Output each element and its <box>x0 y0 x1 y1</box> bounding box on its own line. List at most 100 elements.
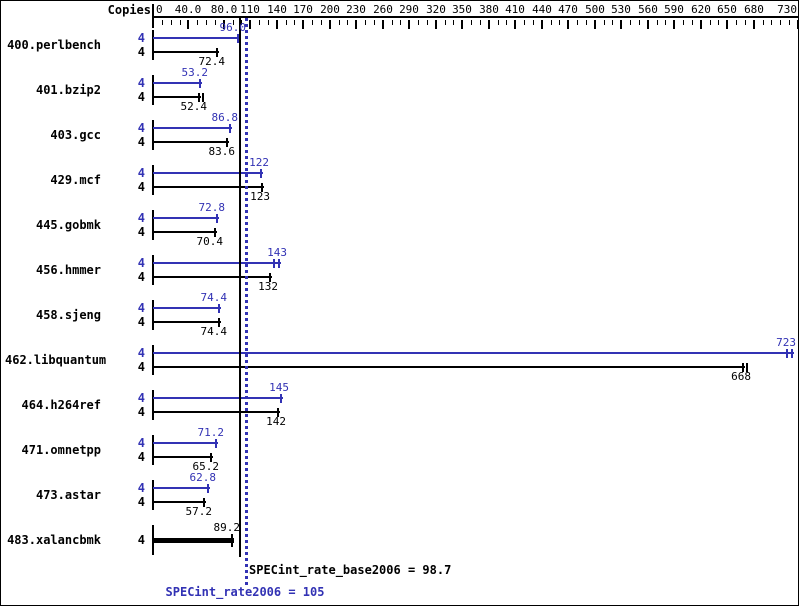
peak-mean-label: SPECint_rate2006 = 105 <box>165 585 325 599</box>
axis-major-tick <box>223 20 225 29</box>
axis-minor-tick <box>718 20 719 25</box>
axis-major-tick <box>541 20 543 29</box>
base-bar <box>153 538 234 543</box>
base-bar-end-cap <box>210 453 212 462</box>
base-bar <box>153 186 264 188</box>
axis-minor-tick <box>392 20 393 25</box>
axis-tick-label: 0 <box>156 3 163 16</box>
peak-bar-end-cap <box>199 79 201 88</box>
axis-tick-label: 620 <box>691 3 711 16</box>
base-bar <box>153 276 272 278</box>
peak-bar-end-cap <box>216 214 218 223</box>
base-bar-median-tick <box>746 363 748 372</box>
axis-major-tick <box>187 20 189 29</box>
axis-tick-label: 170 <box>293 3 313 16</box>
benchmark-label: 458.sjeng <box>35 308 101 322</box>
peak-bar <box>153 172 263 174</box>
axis-minor-tick <box>233 20 234 25</box>
axis-minor-tick <box>524 20 525 25</box>
axis-tick-label: 650 <box>717 3 737 16</box>
axis-major-tick <box>647 20 649 29</box>
peak-value-label: 71.2 <box>197 426 225 439</box>
benchmark-label: 473.astar <box>35 488 101 502</box>
benchmark-label: 483.xalancbmk <box>7 533 101 547</box>
benchmark-label: 429.mcf <box>50 173 101 187</box>
base-bar <box>153 456 213 458</box>
axis-minor-tick <box>206 20 207 25</box>
base-bar-end-cap <box>269 273 271 282</box>
peak-value-label: 723 <box>776 336 796 349</box>
row-axis-cap <box>152 210 154 240</box>
benchmark-label: 456.hmmer <box>35 263 101 277</box>
axis-minor-tick <box>339 20 340 25</box>
axis-minor-tick <box>745 20 746 25</box>
axis-minor-tick <box>445 20 446 25</box>
copies-value: 4 <box>137 76 145 90</box>
axis-tick-label: 200 <box>320 3 340 16</box>
axis-minor-tick <box>321 20 322 25</box>
peak-value-label: 53.2 <box>181 66 209 79</box>
peak-bar-end-cap <box>229 124 231 133</box>
axis-tick-label: 730 <box>777 3 797 16</box>
axis-tick-label: 290 <box>399 3 419 16</box>
copies-value: 4 <box>137 405 145 419</box>
axis-minor-tick <box>347 20 348 25</box>
axis-minor-tick <box>533 20 534 25</box>
base-bar-median-tick <box>202 93 204 102</box>
axis-minor-tick <box>559 20 560 25</box>
peak-bar <box>153 307 221 309</box>
axis-tick-label: 530 <box>611 3 631 16</box>
base-bar <box>153 321 221 323</box>
copies-value: 4 <box>137 450 145 464</box>
base-bar-end-cap <box>198 93 200 102</box>
axis-tick-label: 470 <box>558 3 578 16</box>
copies-value: 4 <box>137 31 145 45</box>
copies-value: 4 <box>137 45 145 59</box>
row-axis-cap <box>152 390 154 420</box>
axis-minor-tick <box>683 20 684 25</box>
benchmark-label: 401.bzip2 <box>35 83 101 97</box>
peak-bar-end-cap <box>237 34 239 43</box>
benchmark-label: 464.h264ref <box>21 398 101 412</box>
axis-minor-tick <box>241 20 242 25</box>
copies-value: 4 <box>137 256 145 270</box>
base-bar-end-cap <box>218 318 220 327</box>
base-mean-label: SPECint_rate_base2006 = 98.7 <box>249 563 452 577</box>
peak-value-label: 72.8 <box>198 201 226 214</box>
axis-minor-tick <box>551 20 552 25</box>
benchmark-label: 403.gcc <box>50 128 101 142</box>
peak-bar <box>153 487 210 489</box>
axis-minor-tick <box>374 20 375 25</box>
copies-value: 4 <box>137 436 145 450</box>
axis-major-tick <box>355 20 357 29</box>
row-axis-cap <box>152 435 154 465</box>
axis-tick-label: 440 <box>532 3 552 16</box>
peak-value-label: 143 <box>267 246 287 259</box>
axis-tick-label: 40.0 <box>174 3 202 16</box>
axis-minor-tick <box>453 20 454 25</box>
base-bar-end-cap <box>261 183 263 192</box>
axis-minor-tick <box>162 20 163 25</box>
benchmark-label: 445.gobmk <box>35 218 101 232</box>
base-bar-end-cap <box>742 363 744 372</box>
axis-minor-tick <box>471 20 472 25</box>
copies-value: 4 <box>137 121 145 135</box>
peak-bar-end-cap <box>278 259 280 268</box>
axis-tick-label: 80.0 <box>210 3 238 16</box>
peak-value-label: 62.8 <box>189 471 217 484</box>
benchmark-label: 400.perlbench <box>7 38 101 52</box>
axis-line <box>152 16 798 18</box>
peak-bar-end-cap <box>218 304 220 313</box>
axis-tick-label: 230 <box>346 3 366 16</box>
axis-tick-label: 410 <box>505 3 525 16</box>
base-bar-end-cap <box>216 48 218 57</box>
peak-bar-end-cap <box>280 394 282 403</box>
base-value-label: 72.4 <box>198 55 226 68</box>
base-value-label: 74.4 <box>200 325 228 338</box>
copies-value: 4 <box>137 270 145 284</box>
peak-bar <box>153 262 281 264</box>
peak-bar-end-cap <box>215 439 217 448</box>
axis-tick-label: 110 <box>240 3 260 16</box>
copies-value: 4 <box>137 495 145 509</box>
axis-major-tick <box>514 20 516 29</box>
